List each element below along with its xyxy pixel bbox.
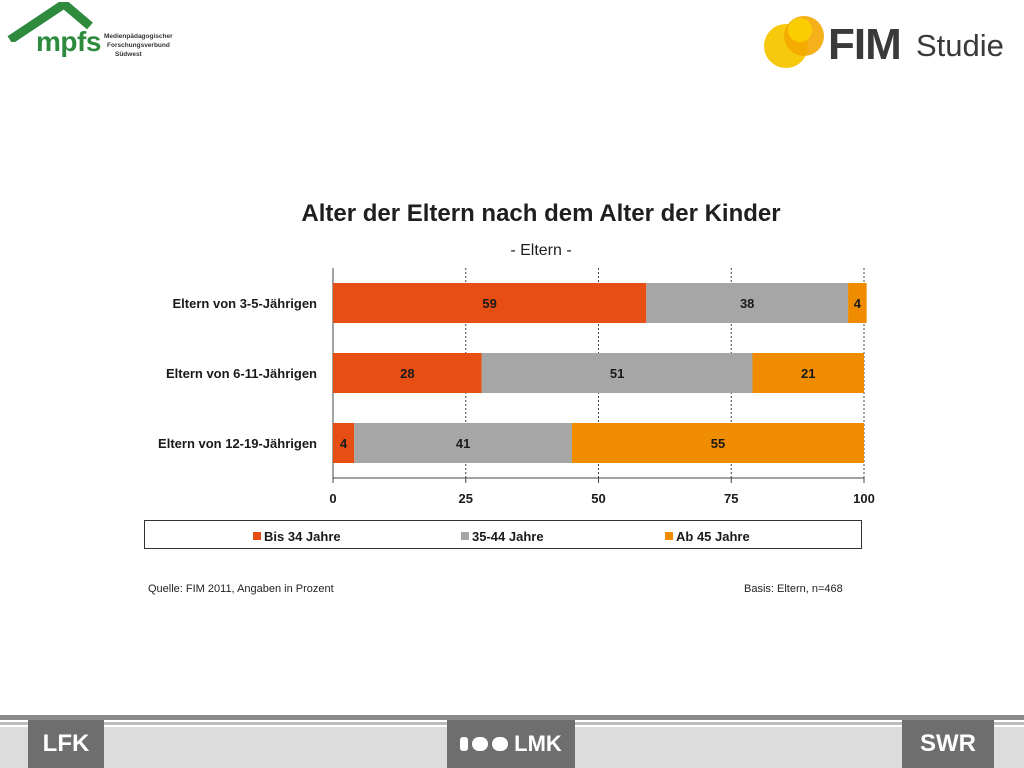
data-label-row1-series3: 4 <box>854 296 862 311</box>
mpfs-logo-word: mpfs <box>36 26 101 57</box>
lmk-mark-icon <box>460 737 509 751</box>
data-label-row3-series3: 55 <box>711 436 725 451</box>
data-label-row2-series3: 21 <box>801 366 815 381</box>
mpfs-logo-line-2: Forschungsverbund <box>107 42 170 49</box>
legend-label-35-44: 35-44 Jahre <box>472 529 544 544</box>
bar-row3-series2 <box>354 423 572 463</box>
mpfs-logo-line-1: Medienpädagogischer <box>104 33 173 40</box>
swr-logo: SWR <box>902 720 994 768</box>
category-label-2: Eltern von 6-11-Jährigen <box>166 366 317 381</box>
basis-note: Basis: Eltern, n=468 <box>744 583 843 595</box>
x-tick-label-25: 25 <box>459 491 473 506</box>
legend-label-bis-34: Bis 34 Jahre <box>264 529 341 544</box>
x-tick-label-50: 50 <box>591 491 605 506</box>
legend-swatch-35-44 <box>461 532 469 540</box>
bar-row1-series1 <box>333 283 647 323</box>
legend-label-ab-45: Ab 45 Jahre <box>676 529 750 544</box>
x-tick-label-0: 0 <box>329 491 336 506</box>
chart-title: Alter der Eltern nach dem Alter der Kind… <box>301 200 781 227</box>
chart-legend: Bis 34 Jahre 35-44 Jahre Ab 45 Jahre <box>144 520 862 549</box>
source-note: Quelle: FIM 2011, Angaben in Prozent <box>148 583 334 595</box>
bar-row1-series3 <box>848 283 867 323</box>
bar-row2-series1 <box>333 353 482 393</box>
fim-logo-word: FIM <box>828 20 902 69</box>
bar-row1-series2 <box>646 283 849 323</box>
category-label-1: Eltern von 3-5-Jährigen <box>173 296 318 311</box>
data-label-row1-series2: 38 <box>740 296 754 311</box>
data-label-row1-series1: 59 <box>482 296 496 311</box>
bar-row2-series2 <box>481 353 753 393</box>
swr-logo-text: SWR <box>920 730 976 757</box>
data-label-row3-series2: 41 <box>456 436 470 451</box>
data-label-row2-series1: 28 <box>400 366 414 381</box>
fim-logo-studie: Studie <box>916 28 1004 63</box>
mpfs-logo: mpfs Medienpädagogischer Forschungsverbu… <box>6 2 176 64</box>
bar-row3-series3 <box>571 423 864 463</box>
lmk-logo: LMK <box>447 720 575 768</box>
x-tick-label-75: 75 <box>724 491 738 506</box>
x-tick-label-100: 100 <box>853 491 875 506</box>
lfk-logo-text: LFK <box>42 730 90 757</box>
mpfs-roof-icon <box>7 2 93 42</box>
legend-swatch-bis-34 <box>253 532 261 540</box>
chart-subtitle: - Eltern - <box>510 242 572 259</box>
data-label-row3-series1: 4 <box>340 436 348 451</box>
stacked-bar-chart: 0 25 50 75 100 Eltern von 3-5-Jährigen 59 38 4 El… <box>158 268 875 506</box>
legend-swatch-ab-45 <box>665 532 673 540</box>
footer-stripe <box>0 715 1024 720</box>
fim-studie-logo: FIM Studie <box>760 10 1015 74</box>
mpfs-logo-line-3: Südwest <box>115 51 142 58</box>
fim-circles-icon <box>764 16 824 68</box>
lmk-logo-text: LMK <box>514 731 562 756</box>
data-label-row2-series2: 51 <box>610 366 624 381</box>
lfk-logo: LFK <box>28 720 104 768</box>
bar-row3-series1 <box>333 423 355 463</box>
category-label-3: Eltern von 12-19-Jährigen <box>158 436 317 451</box>
bar-row2-series3 <box>752 353 864 393</box>
